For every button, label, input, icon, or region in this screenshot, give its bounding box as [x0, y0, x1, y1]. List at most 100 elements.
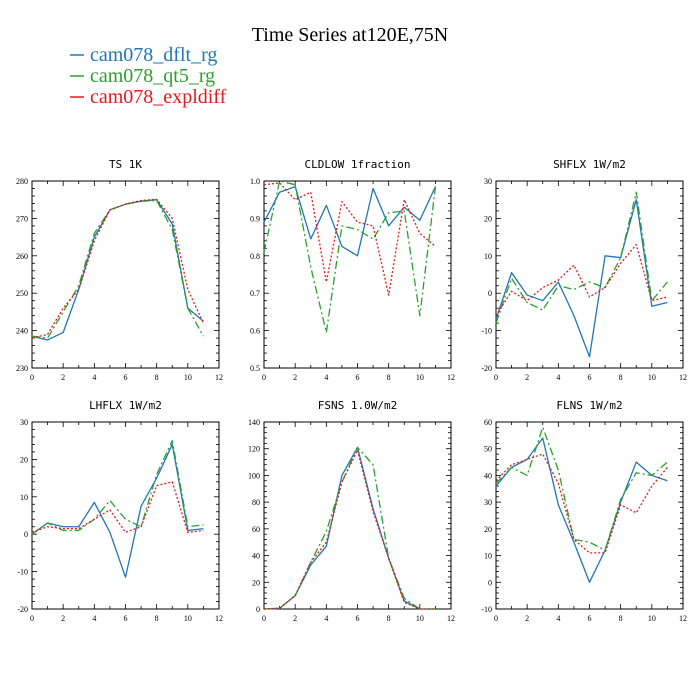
y-tick-label: -20	[481, 364, 492, 373]
x-tick-label: 10	[184, 373, 192, 382]
x-tick-label: 6	[588, 373, 592, 382]
legend-item-expl: cam078_expldiff	[70, 86, 227, 108]
x-tick-label: 2	[525, 614, 529, 623]
y-tick-label: 0	[256, 605, 260, 614]
x-tick-label: 4	[556, 614, 560, 623]
x-tick-label: 4	[92, 373, 96, 382]
x-tick-label: 6	[124, 373, 128, 382]
y-tick-label: 50	[484, 445, 492, 454]
series-line-expl	[495, 243, 668, 316]
x-tick-label: 6	[356, 614, 360, 623]
y-tick-label: 280	[16, 177, 28, 186]
y-tick-label: 140	[248, 418, 260, 427]
panel-title: TS 1K	[109, 158, 142, 171]
series-line-qt5	[31, 440, 204, 535]
x-tick-label: 4	[324, 614, 328, 623]
x-tick-label: 8	[155, 614, 159, 623]
x-tick-label: 8	[387, 373, 391, 382]
y-tick-label: 0.5	[250, 364, 260, 373]
x-tick-label: 6	[588, 614, 592, 623]
legend-label-qt5: cam078_qt5_rg	[90, 65, 215, 87]
y-tick-label: -10	[17, 568, 28, 577]
series-line-qt5	[495, 191, 668, 324]
series-line-qt5	[495, 426, 668, 551]
x-tick-label: 10	[416, 614, 424, 623]
x-tick-label: 10	[648, 373, 656, 382]
x-tick-label: 0	[30, 614, 34, 623]
x-tick-label: 6	[124, 614, 128, 623]
x-tick-label: 8	[387, 614, 391, 623]
chart-panel-4: LHFLX 1W/m2 0 2 4 6 8 10 12 -20 -10 0 10 20 30	[17, 399, 223, 623]
y-tick-label: -10	[481, 605, 492, 614]
x-tick-label: 2	[61, 614, 65, 623]
chart-panel-2: CLDLOW 1fraction 0 2 4 6 8 10 12 0.5 0.6 0.7 0.8 0.9…	[250, 158, 455, 382]
y-tick-label: 0	[488, 578, 492, 587]
y-tick-label: 10	[484, 252, 492, 261]
y-tick-label: 100	[248, 471, 260, 480]
y-tick-label: 240	[16, 327, 28, 336]
series-line-dflt	[31, 443, 204, 578]
x-tick-label: 2	[525, 373, 529, 382]
y-tick-label: 0.6	[250, 327, 260, 336]
y-tick-label: 0.8	[250, 252, 260, 261]
y-tick-label: 20	[484, 525, 492, 534]
x-tick-label: 0	[262, 373, 266, 382]
x-tick-label: 0	[494, 373, 498, 382]
x-tick-label: 8	[155, 373, 159, 382]
x-tick-label: 8	[619, 614, 623, 623]
y-tick-label: 60	[252, 525, 260, 534]
y-tick-label: 0.9	[250, 214, 260, 223]
x-tick-label: 10	[184, 614, 192, 623]
x-tick-label: 0	[262, 614, 266, 623]
x-tick-label: 12	[679, 373, 687, 382]
y-tick-label: 20	[20, 455, 28, 464]
series-line-expl	[31, 481, 204, 533]
chart-panel-3: SHFLX 1W/m2 0 2 4 6 8 10 12 -20 -10 0 10 20 30	[481, 158, 687, 382]
y-tick-label: 270	[16, 214, 28, 223]
series-line-qt5	[263, 180, 437, 334]
y-tick-label: 30	[20, 418, 28, 427]
y-tick-label: 250	[16, 289, 28, 298]
panel-title: LHFLX 1W/m2	[89, 399, 162, 412]
series-line-dflt	[263, 185, 437, 257]
x-tick-label: 4	[92, 614, 96, 623]
series-line-dflt	[495, 199, 668, 358]
legend-item-qt5: cam078_qt5_rg	[70, 65, 215, 87]
series-line-expl	[263, 449, 436, 610]
x-tick-label: 10	[416, 373, 424, 382]
x-tick-label: 2	[293, 373, 297, 382]
y-tick-label: 40	[252, 552, 260, 561]
y-tick-label: 230	[16, 364, 28, 373]
x-tick-label: 10	[648, 614, 656, 623]
x-tick-label: 0	[494, 614, 498, 623]
panel-title: SHFLX 1W/m2	[553, 158, 626, 171]
y-tick-label: 260	[16, 252, 28, 261]
x-tick-label: 12	[215, 373, 223, 382]
x-tick-label: 8	[619, 373, 623, 382]
y-tick-label: 30	[484, 177, 492, 186]
y-tick-label: 10	[20, 493, 28, 502]
legend: cam078_dflt_rgcam078_qt5_rgcam078_expldi…	[70, 44, 227, 108]
series-line-expl	[31, 198, 205, 339]
y-tick-label: 30	[484, 498, 492, 507]
x-tick-label: 4	[556, 373, 560, 382]
x-tick-label: 2	[293, 614, 297, 623]
y-tick-label: 120	[248, 445, 260, 454]
series-line-dflt	[495, 437, 668, 583]
legend-label-dflt: cam078_dflt_rg	[90, 44, 217, 66]
y-tick-label: -10	[481, 327, 492, 336]
legend-label-expl: cam078_expldiff	[90, 86, 227, 108]
chart-panel-1: TS 1K 0 2 4 6 8 10 12 230 240 250 260 270 280	[16, 158, 223, 382]
panel-title: FLNS 1W/m2	[556, 399, 622, 412]
y-tick-label: 20	[484, 214, 492, 223]
x-tick-label: 0	[30, 373, 34, 382]
y-tick-label: 40	[484, 471, 492, 480]
panel-title: FSNS 1.0W/m2	[318, 399, 397, 412]
x-tick-label: 6	[356, 373, 360, 382]
y-tick-label: 0	[24, 530, 28, 539]
y-tick-label: -20	[17, 605, 28, 614]
